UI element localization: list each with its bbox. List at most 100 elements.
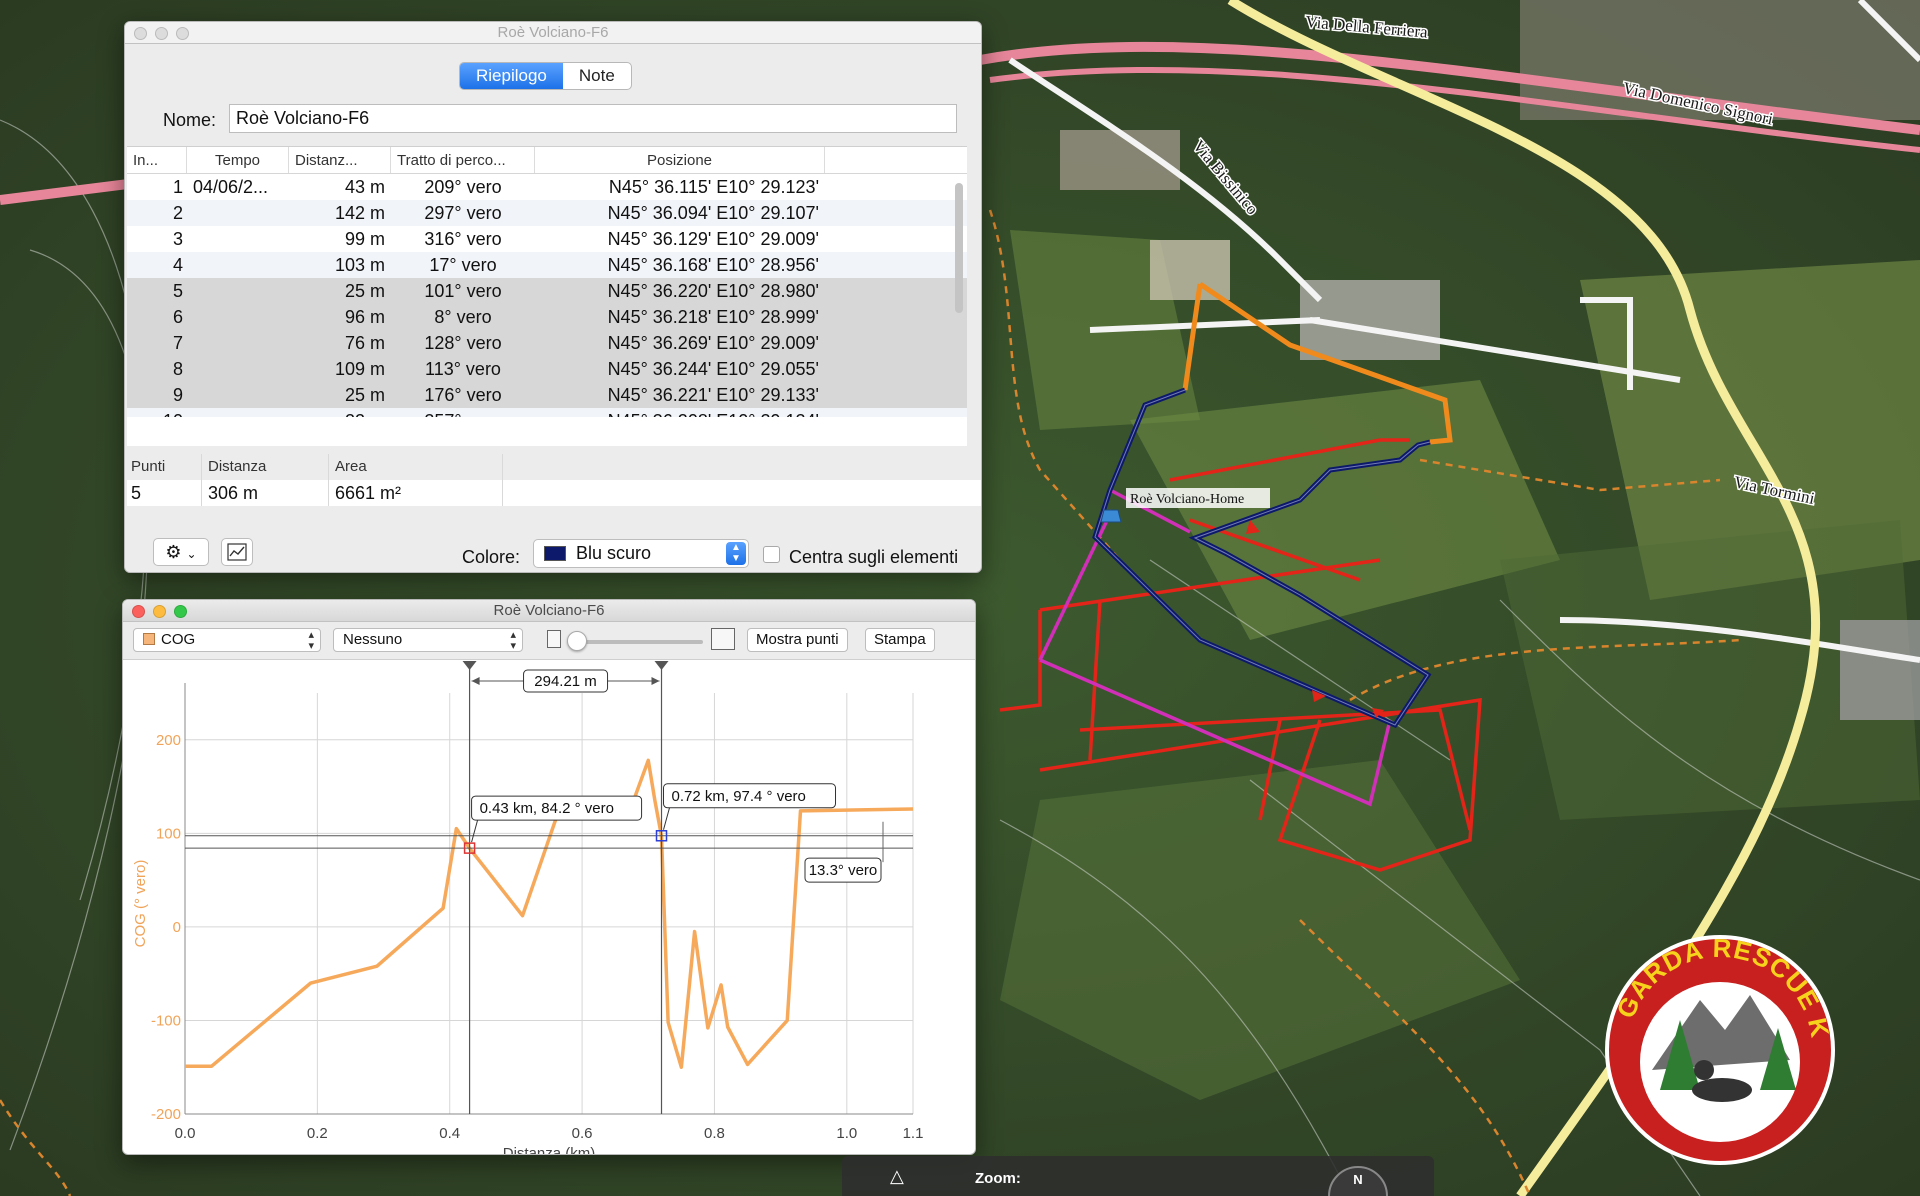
- marker-b-callout: [663, 783, 837, 809]
- zoom-slider-track[interactable]: [579, 640, 703, 644]
- table-row[interactable]: 9 25 m 176° vero N45° 36.221' E10° 29.133': [127, 382, 967, 408]
- row-position: N45° 36.168' E10° 28.956': [607, 255, 819, 275]
- row-position: N45° 36.220' E10° 28.980': [607, 281, 819, 301]
- graph-icon: [227, 543, 247, 561]
- x-tick-label: 0.8: [704, 1125, 725, 1142]
- row-index: 2: [172, 203, 183, 223]
- zoom-window-button[interactable]: [176, 27, 189, 40]
- row-position: N45° 36.115' E10° 29.123': [608, 177, 819, 197]
- minimize-window-button[interactable]: [153, 605, 166, 618]
- table-row[interactable]: 8 109 m 113° vero N45° 36.244' E10° 29.055': [127, 356, 967, 382]
- popup-arrows-icon: ▴ ▾: [308, 629, 314, 652]
- marker-a-point: [463, 842, 476, 854]
- table-row[interactable]: 4 103 m 17° vero N45° 36.168' E10° 28.956': [127, 252, 967, 278]
- table-row[interactable]: 1 04/06/2... 43 m 209° vero N45° 36.115' E10…: [127, 174, 967, 200]
- cog-chart[interactable]: 0.0 0.2 0.4 0.6 0.8 1.0 1.1 200 100 0 -100 -200 Dist…: [123, 661, 976, 1155]
- close-window-button[interactable]: [134, 27, 147, 40]
- stats-header-distance: Distanza: [202, 454, 329, 480]
- chart-titlebar[interactable]: Roè Volciano-F6: [123, 600, 975, 622]
- row-index: 4: [172, 255, 183, 275]
- row-distance: 96 m: [344, 307, 385, 327]
- row-index: 5: [172, 281, 183, 301]
- row-index: 9: [172, 385, 183, 405]
- stats-area: 6661 m²: [329, 480, 503, 506]
- zoom-slider-knob[interactable]: [567, 631, 587, 651]
- summary-window-title: Roè Volciano-F6: [497, 24, 609, 41]
- waypoint-table[interactable]: In... Tempo Distanz... Tratto di perco..…: [127, 146, 967, 446]
- print-button[interactable]: Stampa: [865, 628, 935, 652]
- row-distance: 76 m: [344, 333, 385, 353]
- delta-label: 13.3° vero: [809, 862, 878, 879]
- row-bearing: 128° vero: [424, 333, 502, 353]
- close-window-button[interactable]: [132, 605, 145, 618]
- row-time: [187, 382, 289, 408]
- zoom-out-icon[interactable]: [547, 630, 561, 648]
- row-time: [187, 408, 289, 417]
- row-time: [187, 200, 289, 226]
- table-row[interactable]: 5 25 m 101° vero N45° 36.220' E10° 28.980': [127, 278, 967, 304]
- row-position: N45° 36.221' E10° 29.133': [607, 385, 819, 405]
- chevron-down-icon: ⌄: [186, 547, 197, 561]
- zoom-window-button[interactable]: [174, 605, 187, 618]
- show-graph-button[interactable]: [221, 538, 253, 566]
- center-on-elements-checkbox[interactable]: [763, 546, 780, 563]
- zoom-in-icon[interactable]: [711, 628, 735, 650]
- compass-icon[interactable]: N: [1328, 1166, 1388, 1196]
- table-row[interactable]: 6 96 m 8° vero N45° 36.218' E10° 28.999': [127, 304, 967, 330]
- y-tick-label: 200: [156, 732, 181, 749]
- tab-note[interactable]: Note: [578, 66, 615, 85]
- table-row[interactable]: 3 99 m 316° vero N45° 36.129' E10° 29.009': [127, 226, 967, 252]
- row-bearing: 17° vero: [429, 255, 497, 275]
- stats-points: 5: [127, 480, 202, 506]
- waypoint-home[interactable]: Roè Volciano-Home: [1100, 488, 1270, 523]
- row-distance: 43 m: [344, 177, 385, 197]
- color-dropdown[interactable]: Blu scuro ▲ ▼: [533, 539, 749, 568]
- summary-window[interactable]: Roè Volciano-F6 Riepilogo Note Nome: Roè…: [124, 21, 982, 573]
- minimize-window-button[interactable]: [155, 27, 168, 40]
- show-points-button[interactable]: Mostra punti: [747, 628, 848, 652]
- center-on-elements-label: Centra sugli elementi: [789, 547, 959, 567]
- row-distance: 109 m: [334, 359, 385, 379]
- col-distance[interactable]: Distanz...: [289, 147, 391, 173]
- summary-footer: ⚙ ⌄ Colore: Blu scuro ▲ ▼ Centra sugli el…: [125, 522, 981, 572]
- triangle-icon[interactable]: △: [890, 1166, 904, 1186]
- table-row[interactable]: 2 142 m 297° vero N45° 36.094' E10° 29.107': [127, 200, 967, 226]
- row-index: 1: [172, 177, 183, 197]
- stats-distance: 306 m: [202, 480, 329, 506]
- marker-b-callout-pointer: [663, 807, 670, 830]
- tab-riepilogo[interactable]: Riepilogo: [460, 63, 563, 89]
- measure-label-box: [523, 669, 609, 693]
- series-color-swatch: [143, 633, 155, 645]
- row-distance: 103 m: [334, 255, 385, 275]
- col-time[interactable]: Tempo: [187, 147, 289, 173]
- metric-popup[interactable]: COG ▴ ▾: [133, 628, 321, 652]
- row-position: N45° 36.129' E10° 29.009': [607, 229, 819, 249]
- table-body[interactable]: 1 04/06/2... 43 m 209° vero N45° 36.115' E10…: [127, 174, 967, 417]
- gear-icon: ⚙: [165, 542, 182, 562]
- row-distance: 142 m: [334, 203, 385, 223]
- col-position[interactable]: Posizione: [535, 147, 825, 173]
- table-scrollbar[interactable]: [955, 183, 963, 313]
- action-menu-button[interactable]: ⚙ ⌄: [153, 538, 209, 566]
- stats-header-area: Area: [329, 454, 503, 480]
- second-metric-popup[interactable]: Nessuno ▴ ▾: [333, 628, 523, 652]
- row-distance: 25 m: [344, 281, 385, 301]
- row-bearing: 176° vero: [424, 385, 502, 405]
- row-time: [187, 356, 289, 382]
- x-tick-label: 1.0: [836, 1125, 857, 1142]
- table-row[interactable]: 7 76 m 128° vero N45° 36.269' E10° 29.009': [127, 330, 967, 356]
- chart-window[interactable]: Roè Volciano-F6 COG ▴ ▾ Nessuno ▴ ▾ Mostra…: [122, 599, 976, 1155]
- marker-b-point: [655, 830, 668, 842]
- name-field[interactable]: Roè Volciano-F6: [229, 104, 957, 133]
- y-axis-label: COG (° vero): [132, 860, 149, 948]
- stats-table: Punti Distanza Area 5 306 m 6661 m²: [127, 454, 981, 510]
- summary-titlebar[interactable]: Roè Volciano-F6: [125, 22, 981, 44]
- col-index[interactable]: In...: [127, 147, 187, 173]
- row-position: N45° 36.244' E10° 29.055': [607, 359, 819, 379]
- col-bearing[interactable]: Tratto di perco...: [391, 147, 535, 173]
- row-time: [187, 278, 289, 304]
- row-bearing: 113° vero: [425, 359, 501, 379]
- chart-toolbar: COG ▴ ▾ Nessuno ▴ ▾ Mostra punti Stampa: [123, 622, 975, 660]
- row-index: 6: [172, 307, 183, 327]
